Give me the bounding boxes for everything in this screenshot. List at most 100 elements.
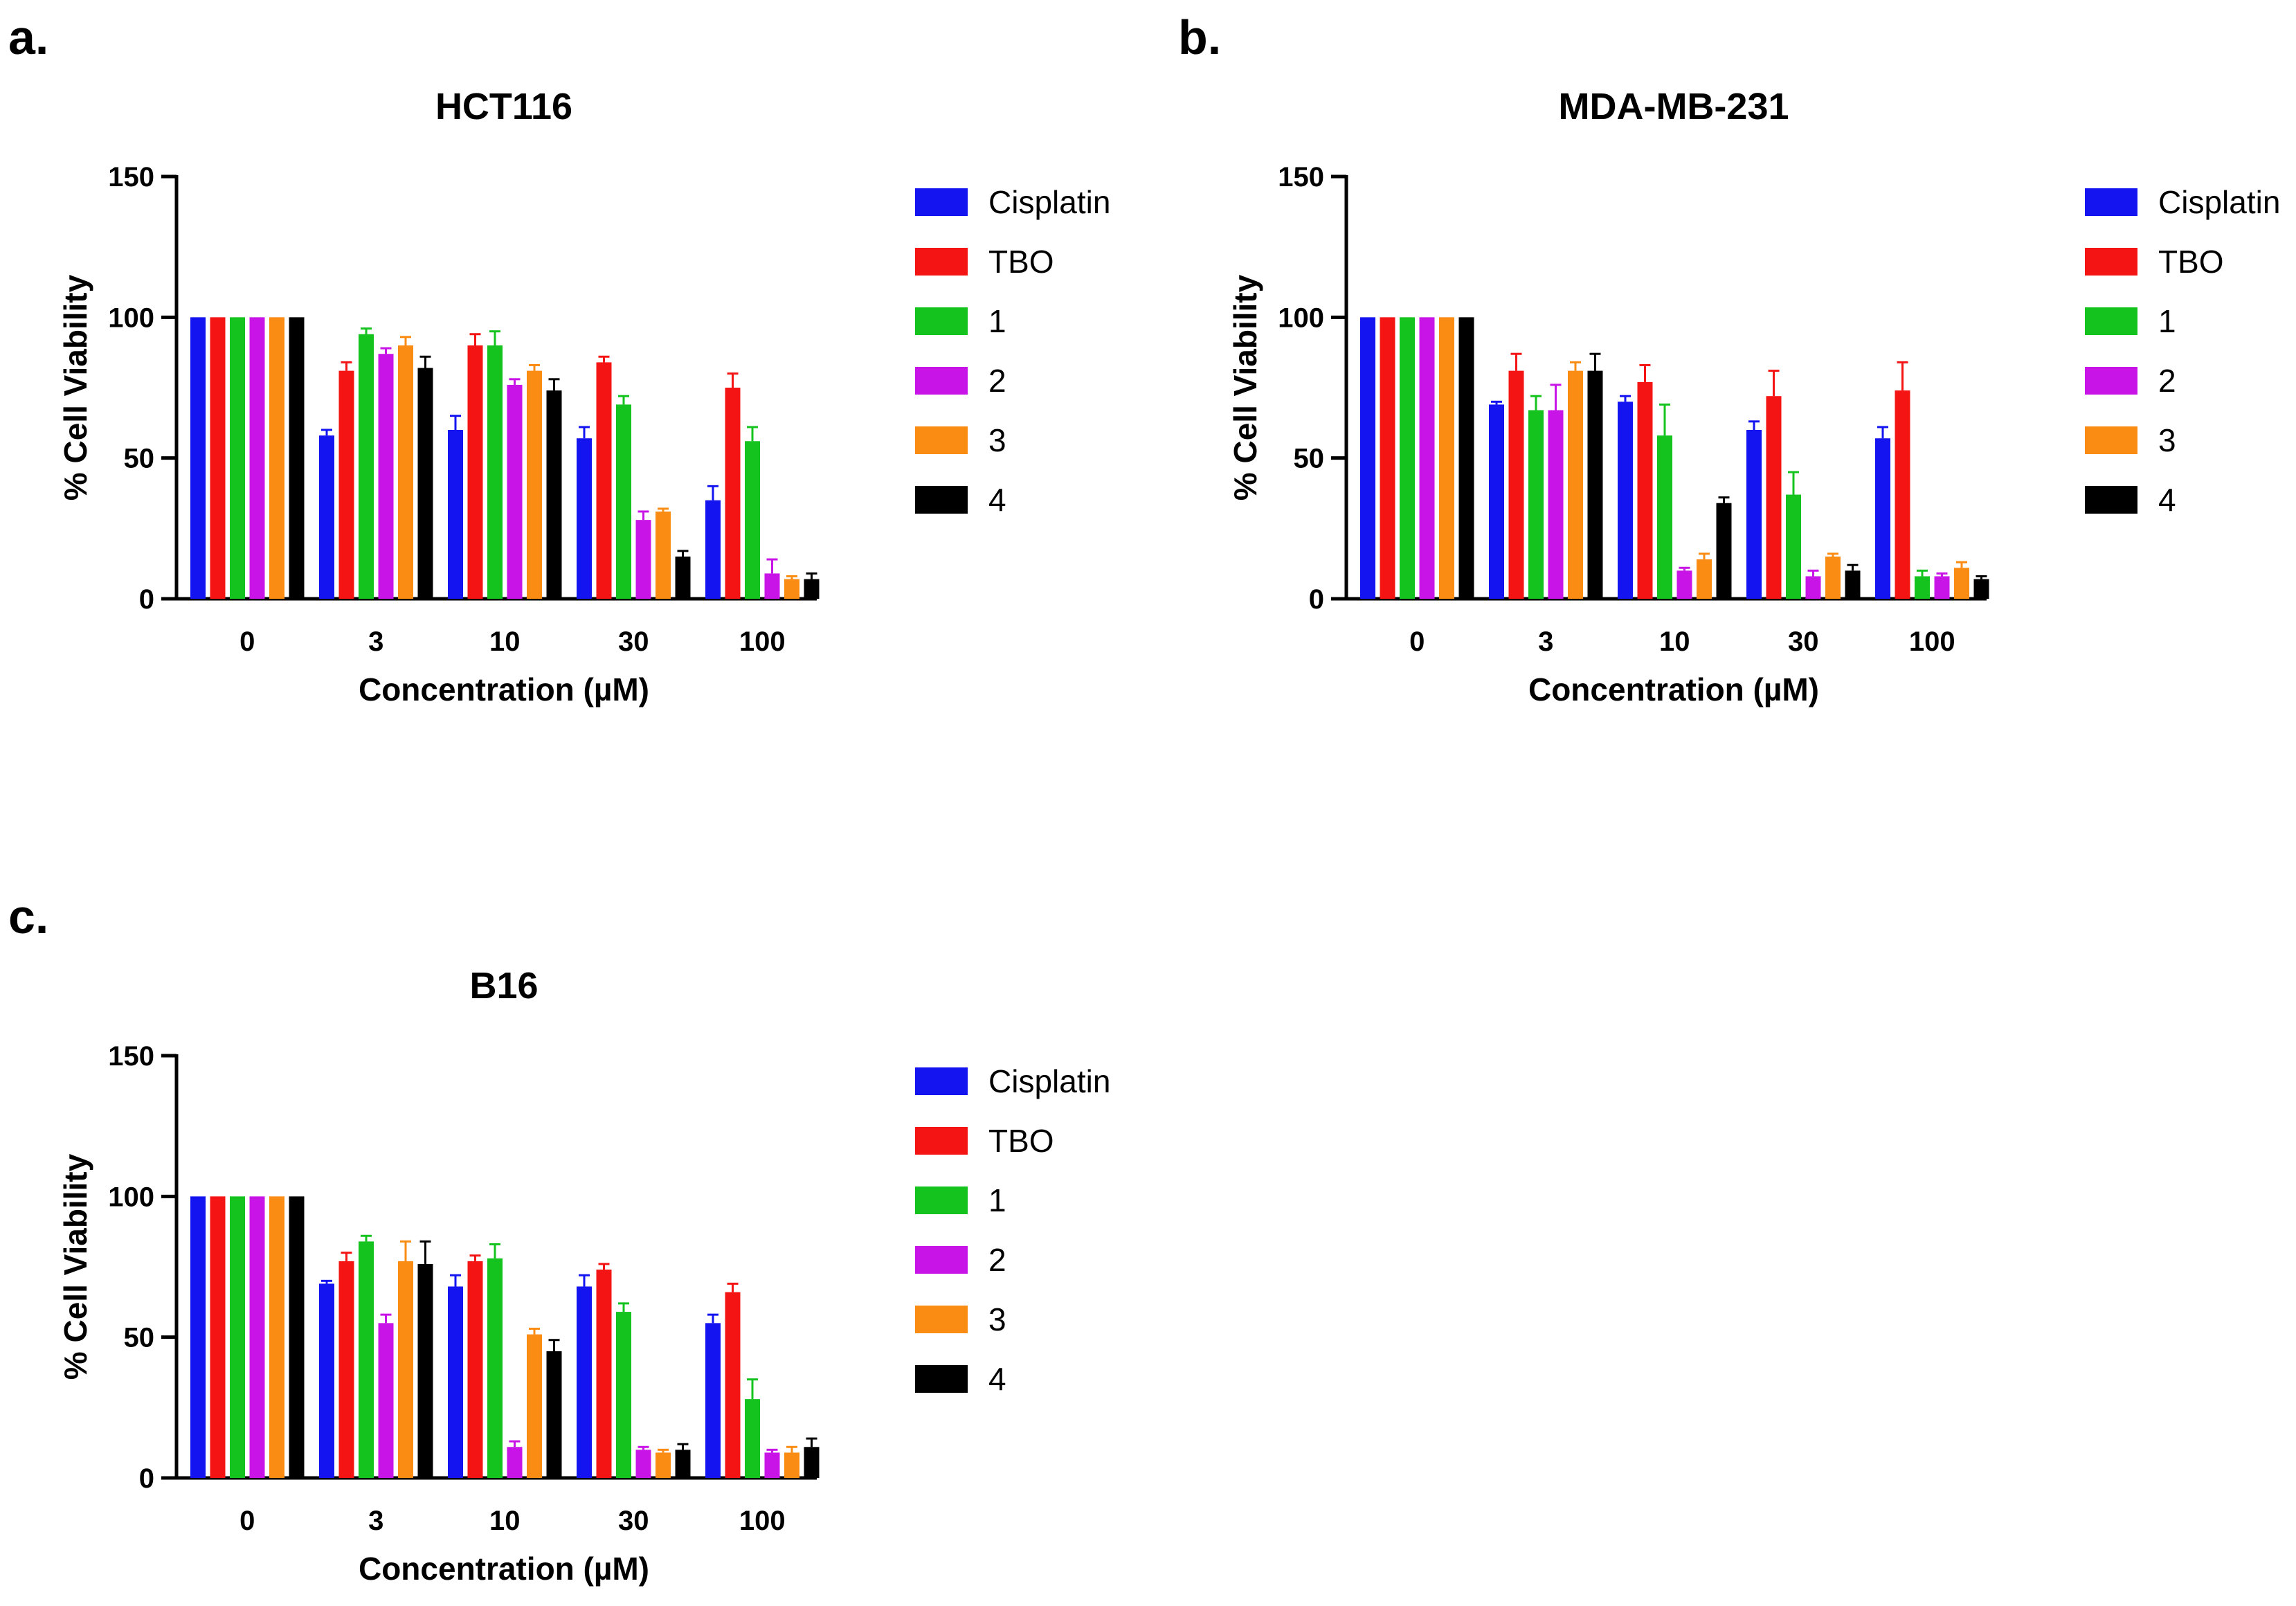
x-tick-label: 30	[618, 626, 649, 657]
bar	[546, 1351, 562, 1478]
x-tick-label: 100	[739, 626, 786, 657]
y-tick-label: 100	[1278, 303, 1324, 333]
y-axis-label: % Cell Viability	[57, 274, 93, 500]
bar	[764, 573, 780, 599]
bar	[527, 370, 542, 599]
legend-label: 1	[988, 1182, 1006, 1218]
bar	[398, 1261, 413, 1478]
legend-swatch	[915, 1365, 968, 1393]
x-tick-label: 0	[239, 626, 255, 657]
panel-c: c. B16 0 50 100 150 0 3 10 30 100 Concentration (µM…	[0, 879, 1149, 1606]
bar	[764, 1452, 780, 1478]
x-tick-label: 30	[618, 1506, 649, 1536]
y-tick-label: 100	[108, 303, 154, 333]
bar	[467, 1261, 483, 1478]
bar	[319, 435, 334, 599]
x-axis-label: Concentration (µM)	[359, 671, 649, 707]
bar	[448, 430, 463, 599]
bar	[1786, 494, 1801, 599]
x-tick-label: 30	[1788, 626, 1819, 657]
panel-letter: a.	[8, 10, 48, 64]
bar	[398, 345, 413, 599]
legend-label: Cisplatin	[988, 1063, 1110, 1099]
legend-label: 3	[988, 1301, 1006, 1337]
legend-label: 2	[988, 1242, 1006, 1278]
legend-swatch	[915, 426, 968, 454]
bar	[1805, 576, 1821, 599]
bar	[249, 317, 265, 599]
x-tick-label: 0	[1409, 626, 1425, 657]
bar	[725, 388, 741, 599]
bar	[1716, 503, 1732, 599]
x-tick-label: 10	[489, 626, 521, 657]
bar	[1458, 317, 1474, 599]
bar	[1587, 370, 1603, 599]
bar	[1746, 430, 1762, 599]
bar	[705, 1323, 721, 1478]
y-tick-label: 50	[124, 444, 155, 474]
bar	[338, 1261, 354, 1478]
panel-letter: b.	[1178, 10, 1221, 64]
legend-label: Cisplatin	[988, 184, 1110, 220]
chart-svg: c. B16 0 50 100 150 0 3 10 30 100 Concentration (µM…	[8, 890, 1110, 1587]
bar	[1915, 576, 1930, 599]
legend-swatch	[2085, 248, 2137, 276]
bar	[249, 1196, 265, 1478]
bar	[319, 1283, 334, 1478]
chart-svg: a. HCT116 0 50 100 150 0 3 10 30 100 Concentration …	[8, 10, 1110, 707]
x-axis-label: Concentration (µM)	[359, 1551, 649, 1587]
bar	[210, 1196, 226, 1478]
x-axis-label: Concentration (µM)	[1528, 671, 1819, 707]
bar	[359, 334, 374, 599]
bar	[596, 1270, 612, 1478]
x-tick-label: 3	[368, 626, 383, 657]
bar	[230, 317, 245, 599]
legend-label: 4	[988, 482, 1006, 518]
bar	[784, 1452, 799, 1478]
y-tick-label: 150	[108, 1041, 154, 1072]
x-tick-label: 3	[368, 1506, 383, 1536]
y-tick-label: 0	[1309, 584, 1324, 615]
bar	[705, 500, 721, 599]
panel-letter: c.	[8, 890, 48, 944]
bar	[359, 1241, 374, 1478]
bar	[1568, 370, 1583, 599]
bar	[210, 317, 226, 599]
chart-title: HCT116	[435, 86, 572, 127]
bar	[596, 362, 612, 599]
bar	[1845, 570, 1861, 599]
chart-svg: b. MDA-MB-231 0 50 100 150 0 3 10 30 100 Concentrat…	[1178, 10, 2280, 707]
bar	[448, 1286, 463, 1478]
legend-label: 3	[2158, 422, 2176, 458]
bar	[616, 404, 631, 599]
bar	[1766, 396, 1782, 599]
legend-swatch	[915, 486, 968, 514]
bar	[1697, 559, 1712, 599]
bar	[1400, 317, 1415, 599]
bar	[675, 557, 691, 599]
legend-swatch	[915, 1246, 968, 1274]
bar	[1548, 410, 1564, 599]
bar	[725, 1292, 741, 1478]
legend-label: 1	[2158, 303, 2176, 339]
bar	[289, 317, 305, 599]
x-tick-label: 10	[489, 1506, 521, 1536]
bar	[527, 1334, 542, 1478]
bar	[1895, 390, 1910, 599]
bar	[577, 1286, 592, 1478]
bar	[675, 1450, 691, 1478]
bar	[616, 1312, 631, 1478]
chart-title: MDA-MB-231	[1558, 86, 1789, 127]
bar	[1508, 370, 1524, 599]
bar	[378, 1323, 394, 1478]
bar	[1637, 381, 1653, 599]
legend-swatch	[915, 1127, 968, 1155]
bar	[745, 1399, 760, 1478]
x-tick-label: 0	[239, 1506, 255, 1536]
legend-swatch	[2085, 486, 2137, 514]
legend-swatch	[915, 1306, 968, 1333]
bar	[190, 317, 206, 599]
panel-b: b. MDA-MB-231 0 50 100 150 0 3 10 30 100 Concentrat…	[1170, 0, 2296, 727]
y-tick-label: 100	[108, 1182, 154, 1212]
bar	[1360, 317, 1375, 599]
